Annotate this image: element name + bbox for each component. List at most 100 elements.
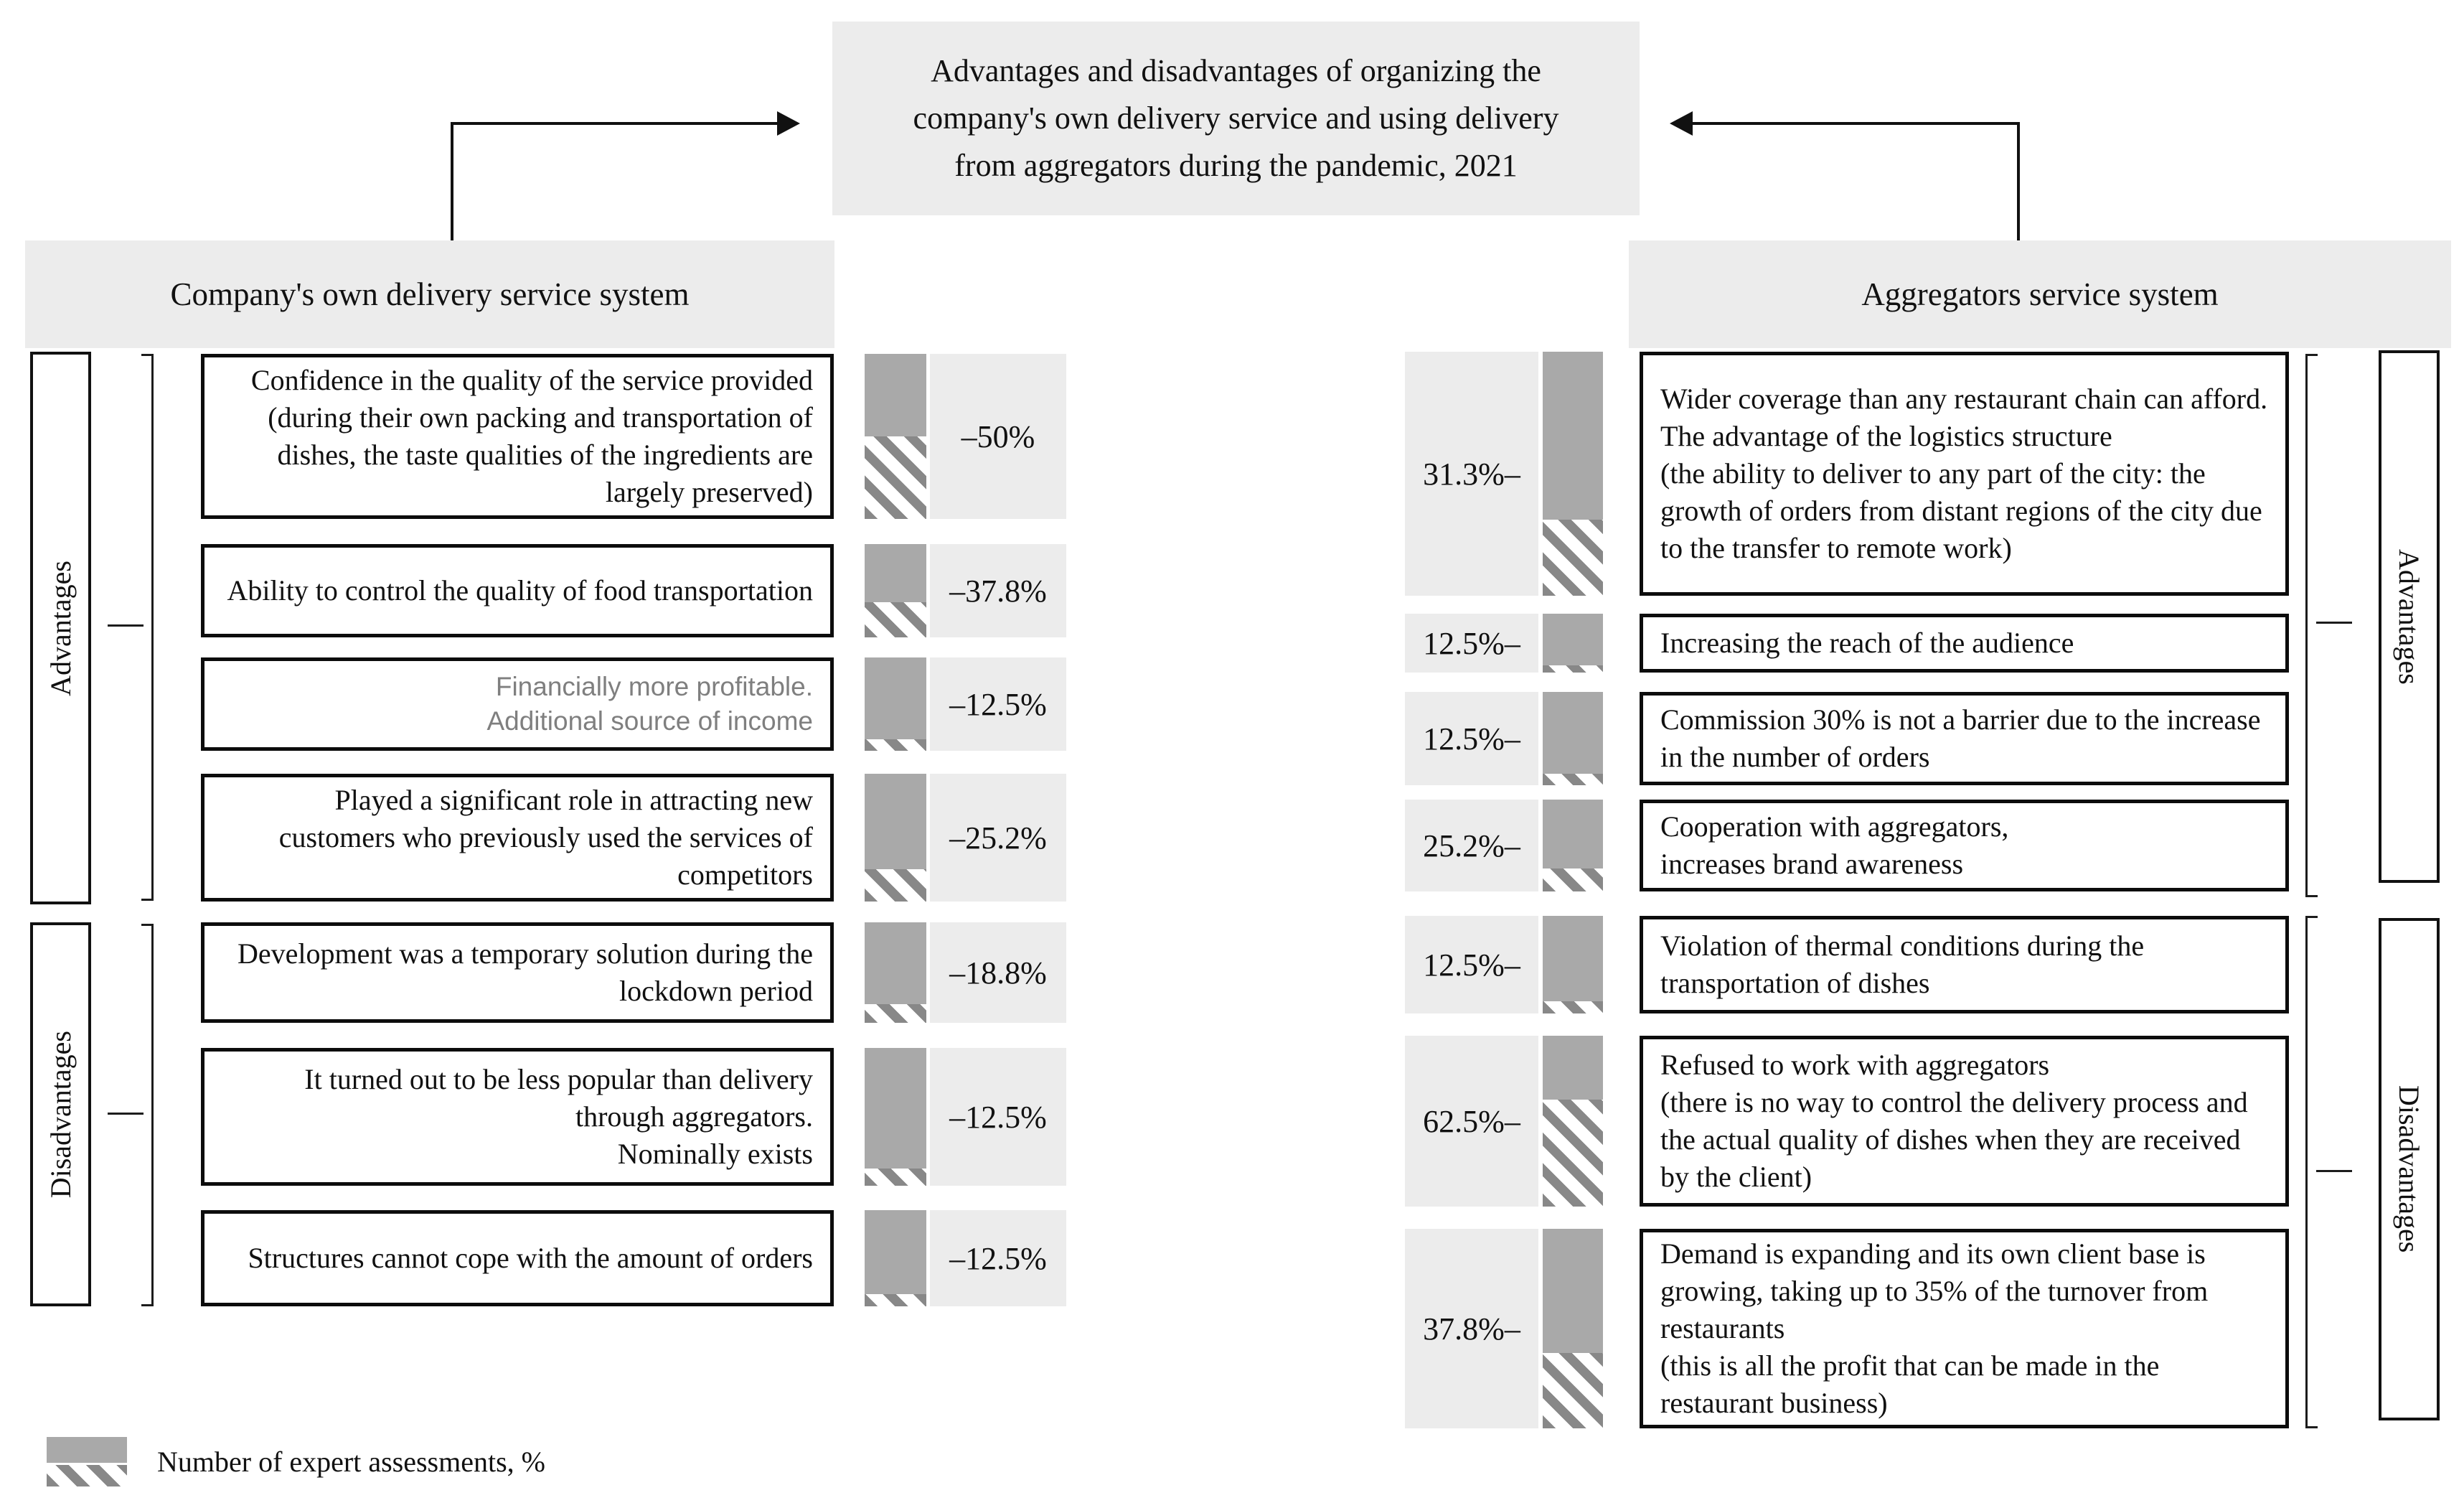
left-section-header: Company's own delivery service system (25, 240, 834, 348)
diagram-title: Advantages and disadvantages of organizi… (832, 22, 1640, 215)
left-advantages-row-3-bar-solid (865, 774, 926, 870)
left-advantages-row-2-pct-label: –12.5% (930, 657, 1066, 751)
right-advantages-row-0-textbox: Wider coverage than any restaurant chain… (1640, 352, 2289, 596)
right-arrow-icon (1670, 111, 1693, 136)
right-advantages-row-2-bar-hatch (1543, 773, 1603, 785)
left-disadvantages-row-4-bar (865, 922, 926, 1023)
right-advantages-row-0-bar (1543, 352, 1603, 596)
left-arrow-icon (777, 111, 800, 136)
left-advantages-row-3-pct-label: –25.2% (930, 774, 1066, 902)
right-disadvantages-row-6-pct-label: 37.8%– (1405, 1229, 1538, 1428)
right-advantages-label: Advantages (2393, 548, 2425, 685)
right-disadvantages-row-4-bar-solid (1543, 916, 1603, 1001)
left-advantages-row-0-bar (865, 354, 926, 519)
left-advantages-row-2-bar (865, 657, 926, 751)
right-disadvantages-label: Disadvantages (2393, 1085, 2425, 1253)
left-advantages-row-1-bar-hatch (865, 601, 926, 637)
expert-assessment-swatch-icon (47, 1437, 127, 1486)
right-advantages-row-0-bar-hatch (1543, 519, 1603, 596)
left-advantages-row-2-bar-solid (865, 657, 926, 739)
right-advantages-row-3-pct-label: 25.2%– (1405, 800, 1538, 891)
right-disadvantages-row-5-textbox: Refused to work with aggregators (there … (1640, 1036, 2289, 1207)
right-advantages-bracket (2305, 354, 2318, 897)
legend-hatch-swatch (47, 1465, 127, 1486)
left-advantages-row-1-textbox: Ability to control the quality of food t… (201, 544, 834, 637)
left-advantages-row-0-pct-label: –50% (930, 354, 1066, 519)
left-advantages-row-1-bar-solid (865, 544, 926, 602)
right-disadvantages-row-5-bar-solid (1543, 1036, 1603, 1100)
left-disadvantages-row-4-bar-solid (865, 922, 926, 1004)
left-disadvantages-row-5-bar-hatch (865, 1169, 926, 1186)
right-disadvantages-row-5-bar (1543, 1036, 1603, 1207)
left-advantages-label: Advantages (44, 560, 77, 696)
right-advantages-label-box: Advantages (2379, 350, 2440, 883)
right-advantages-row-2-bar-solid (1543, 692, 1603, 774)
right-advantages-row-3-bar-hatch (1543, 868, 1603, 891)
left-disadvantages-row-4-bar-hatch (865, 1003, 926, 1023)
left-advantages-row-0-bar-hatch (865, 436, 926, 519)
right-disadvantages-row-6-textbox: Demand is expanding and its own client b… (1640, 1229, 2289, 1428)
left-disadvantages-bracket (141, 924, 154, 1306)
legend-solid-swatch (47, 1437, 127, 1463)
left-advantages-row-3-bar (865, 774, 926, 902)
left-disadvantages-row-4-pct-label: –18.8% (930, 922, 1066, 1023)
left-advantages-row-3-textbox: Played a significant role in attracting … (201, 774, 834, 902)
left-disadvantages-label-box: Disadvantages (30, 922, 91, 1306)
left-disadvantages-row-6-bar-solid (865, 1210, 926, 1295)
right-advantages-row-3-bar-solid (1543, 800, 1603, 868)
left-advantages-row-1-pct-label: –37.8% (930, 544, 1066, 637)
left-disadvantages-label: Disadvantages (44, 1030, 77, 1199)
right-disadvantages-row-4-bar (1543, 916, 1603, 1013)
left-disadvantages-row-5-bar-solid (865, 1048, 926, 1169)
right-advantages-row-2-textbox: Commission 30% is not a barrier due to t… (1640, 692, 2289, 785)
left-advantages-bracket-tick (108, 624, 144, 627)
legend-label: Number of expert assessments, % (157, 1446, 545, 1478)
left-disadvantages-row-6-bar-hatch (865, 1294, 926, 1306)
left-advantages-row-1-bar (865, 544, 926, 637)
left-disadvantages-row-5-pct-label: –12.5% (930, 1048, 1066, 1186)
right-disadvantages-row-6-bar-solid (1543, 1229, 1603, 1353)
right-advantages-row-1-bar-hatch (1543, 665, 1603, 673)
right-advantages-bracket-tick (2316, 622, 2352, 624)
left-advantages-row-2-bar-hatch (865, 739, 926, 751)
right-arrow-vertical-line (2017, 122, 2020, 244)
left-disadvantages-bracket-tick (108, 1113, 144, 1115)
left-arrow-horizontal-line (451, 122, 779, 125)
right-arrow-horizontal-line (1693, 122, 2020, 125)
left-disadvantages-row-6-bar (865, 1210, 926, 1306)
right-disadvantages-row-4-textbox: Violation of thermal conditions during t… (1640, 916, 2289, 1013)
right-advantages-row-1-bar (1543, 614, 1603, 673)
right-disadvantages-row-6-bar-hatch (1543, 1352, 1603, 1428)
left-advantages-row-0-bar-solid (865, 354, 926, 436)
right-advantages-row-3-textbox: Cooperation with aggregators, increases … (1640, 800, 2289, 891)
right-advantages-row-0-pct-label: 31.3%– (1405, 352, 1538, 596)
right-advantages-row-1-textbox: Increasing the reach of the audience (1640, 614, 2289, 673)
right-disadvantages-row-4-pct-label: 12.5%– (1405, 916, 1538, 1013)
right-disadvantages-row-4-bar-hatch (1543, 1001, 1603, 1013)
left-advantages-row-0-textbox: Confidence in the quality of the service… (201, 354, 834, 519)
right-advantages-row-3-bar (1543, 800, 1603, 891)
right-disadvantages-label-box: Disadvantages (2379, 918, 2440, 1420)
right-disadvantages-row-5-bar-hatch (1543, 1100, 1603, 1207)
left-disadvantages-row-5-bar (865, 1048, 926, 1186)
left-disadvantages-row-6-textbox: Structures cannot cope with the amount o… (201, 1210, 834, 1306)
right-disadvantages-row-5-pct-label: 62.5%– (1405, 1036, 1538, 1207)
right-section-header: Aggregators service system (1629, 240, 2451, 348)
right-disadvantages-bracket (2305, 916, 2318, 1428)
left-advantages-label-box: Advantages (30, 352, 91, 904)
right-disadvantages-bracket-tick (2316, 1170, 2352, 1172)
left-arrow-vertical-line (451, 122, 453, 244)
right-advantages-row-1-pct-label: 12.5%– (1405, 614, 1538, 673)
legend: Number of expert assessments, % (47, 1437, 545, 1486)
right-advantages-row-1-bar-solid (1543, 614, 1603, 665)
left-advantages-row-2-textbox: Financially more profitable. Additional … (201, 657, 834, 751)
left-disadvantages-row-5-textbox: It turned out to be less popular than de… (201, 1048, 834, 1186)
right-advantages-row-0-bar-solid (1543, 352, 1603, 520)
left-advantages-row-3-bar-hatch (865, 869, 926, 902)
right-disadvantages-row-6-bar (1543, 1229, 1603, 1428)
right-advantages-row-2-pct-label: 12.5%– (1405, 692, 1538, 785)
left-disadvantages-row-4-textbox: Development was a temporary solution dur… (201, 922, 834, 1023)
right-advantages-row-2-bar (1543, 692, 1603, 785)
left-disadvantages-row-6-pct-label: –12.5% (930, 1210, 1066, 1306)
